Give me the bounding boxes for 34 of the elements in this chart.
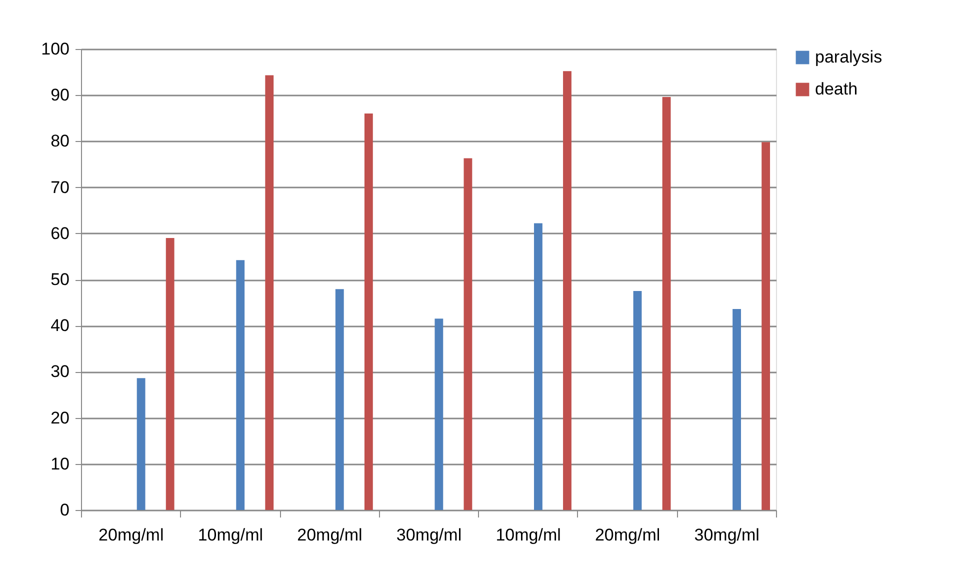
bar [236, 260, 245, 510]
x-tick-label: 20mg/ml [297, 526, 362, 544]
bar [136, 378, 146, 510]
bar [762, 142, 770, 510]
bar [166, 238, 174, 510]
legend-label: death [815, 80, 858, 98]
x-tick-label: 10mg/ml [198, 526, 264, 544]
bar [662, 96, 671, 510]
bar [633, 291, 642, 510]
y-tick-label: 50 [50, 270, 70, 289]
y-tick-label: 90 [50, 86, 70, 105]
bar [732, 309, 741, 510]
y-tick-label: 20 [50, 408, 70, 428]
bar [464, 158, 472, 510]
y-tick-label: 30 [50, 362, 70, 382]
x-tick-label: 30mg/ml [694, 526, 760, 544]
x-tick-label: 10mg/ml [496, 526, 561, 544]
bar [563, 71, 572, 510]
bar [434, 318, 444, 510]
y-tick-label: 80 [50, 132, 70, 151]
y-tick-label: 100 [41, 40, 70, 58]
y-tick-label: 10 [50, 454, 70, 474]
y-tick-label: 0 [60, 500, 70, 520]
bar [364, 114, 373, 510]
legend-label: paralysis [815, 48, 882, 66]
bar [335, 289, 344, 510]
y-tick-label: 70 [50, 178, 70, 197]
bar [534, 223, 542, 510]
x-tick-label: 30mg/ml [396, 526, 462, 544]
y-tick-label: 40 [50, 316, 70, 336]
x-tick-label: 20mg/ml [594, 526, 660, 544]
y-tick-label: 60 [50, 224, 70, 243]
bar [265, 75, 274, 510]
x-tick-label: 20mg/ml [98, 526, 164, 544]
